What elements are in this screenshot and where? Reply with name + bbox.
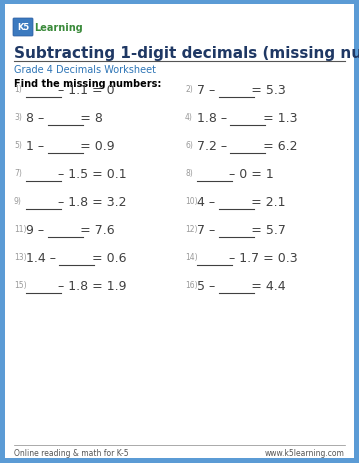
Text: – 1.5 = 0.1: – 1.5 = 0.1	[26, 168, 127, 181]
Text: 12): 12)	[185, 225, 197, 233]
Text: 6): 6)	[185, 141, 193, 150]
Text: 4): 4)	[185, 113, 193, 122]
Text: 13): 13)	[14, 252, 27, 262]
Text: – 1.8 = 1.9: – 1.8 = 1.9	[26, 279, 126, 292]
Text: 1.4 –         = 0.6: 1.4 – = 0.6	[26, 251, 126, 264]
Text: 4 –         = 2.1: 4 – = 2.1	[197, 195, 285, 208]
Text: 14): 14)	[185, 252, 197, 262]
Text: 1): 1)	[14, 85, 22, 94]
Text: 1.8 –         = 1.3: 1.8 – = 1.3	[197, 112, 298, 125]
Text: 1 –         = 0.9: 1 – = 0.9	[26, 140, 115, 153]
FancyBboxPatch shape	[13, 19, 33, 37]
Text: Learning: Learning	[34, 23, 83, 33]
Text: 5): 5)	[14, 141, 22, 150]
Text: Find the missing numbers:: Find the missing numbers:	[14, 79, 162, 89]
Text: www.k5learning.com: www.k5learning.com	[265, 448, 345, 457]
Text: 7 –         = 5.3: 7 – = 5.3	[197, 84, 286, 97]
Text: 8): 8)	[185, 169, 193, 178]
Text: 9): 9)	[14, 197, 22, 206]
Text: 16): 16)	[185, 281, 197, 289]
Text: – 1.8 = 3.2: – 1.8 = 3.2	[26, 195, 126, 208]
Text: – 0 = 1: – 0 = 1	[197, 168, 274, 181]
Text: Grade 4 Decimals Worksheet: Grade 4 Decimals Worksheet	[14, 65, 156, 75]
Text: 11): 11)	[14, 225, 27, 233]
Text: – 1.7 = 0.3: – 1.7 = 0.3	[197, 251, 298, 264]
Text: 8 –         = 8: 8 – = 8	[26, 112, 103, 125]
Text: 2): 2)	[185, 85, 193, 94]
Text: 15): 15)	[14, 281, 27, 289]
Text: Subtracting 1-digit decimals (missing number): Subtracting 1-digit decimals (missing nu…	[14, 46, 359, 61]
Text: 5 –         = 4.4: 5 – = 4.4	[197, 279, 286, 292]
Text: 10): 10)	[185, 197, 197, 206]
Text: K5: K5	[17, 24, 29, 32]
Text: 7.2 –         = 6.2: 7.2 – = 6.2	[197, 140, 298, 153]
Text: 7 –         = 5.7: 7 – = 5.7	[197, 224, 286, 237]
Text: 9 –         = 7.6: 9 – = 7.6	[26, 224, 115, 237]
Text: 7): 7)	[14, 169, 22, 178]
Text: 3): 3)	[14, 113, 22, 122]
Text: – 1.1 = 0: – 1.1 = 0	[26, 84, 115, 97]
Text: Online reading & math for K-5: Online reading & math for K-5	[14, 448, 129, 457]
